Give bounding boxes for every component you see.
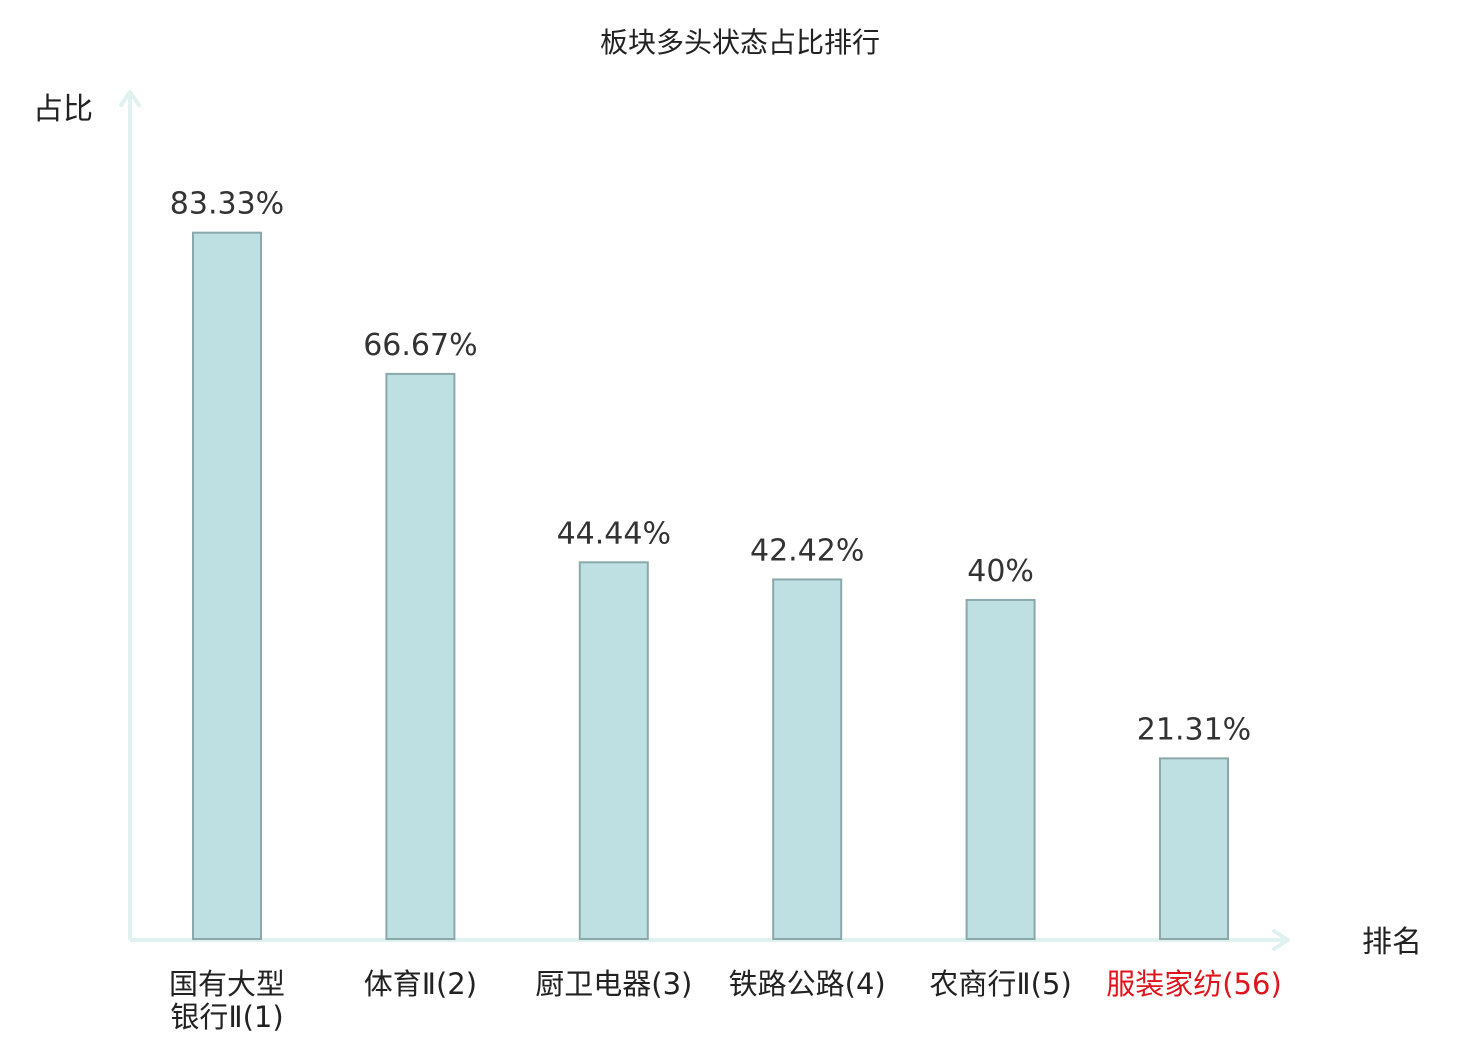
category-label-3: 厨卫电器(3)	[535, 967, 692, 1001]
bars	[192, 231, 1229, 941]
category-label-2: 体育Ⅱ(2)	[364, 967, 477, 1001]
bar-4	[772, 578, 843, 940]
category-label-6: 服装家纺(56)	[1106, 967, 1282, 1001]
value-label-3: 44.44%	[557, 516, 671, 551]
value-label-2: 66.67%	[363, 328, 477, 363]
value-labels: 83.33% 66.67% 44.44% 42.42% 40% 21.31%	[170, 187, 1251, 748]
value-label-4: 42.42%	[750, 533, 864, 568]
category-label-5: 农商行Ⅱ(5)	[929, 967, 1071, 1001]
x-axis-label: 排名	[1362, 925, 1422, 960]
axes	[119, 90, 1290, 951]
bar-3	[578, 561, 649, 940]
category-label-4: 铁路公路(4)	[729, 967, 886, 1001]
category-label-1-line-1: 国有大型	[169, 967, 285, 1001]
value-label-1: 83.33%	[170, 187, 284, 222]
category-label-1-line-2: 银行Ⅱ(1)	[170, 1000, 283, 1034]
bar-2	[385, 372, 456, 940]
chart-title: 板块多头状态占比排行	[600, 26, 880, 59]
bar-6	[1159, 757, 1229, 941]
y-axis-arrow	[119, 90, 141, 107]
y-axis-label: 占比	[33, 92, 93, 127]
x-axis-arrow	[1272, 929, 1290, 951]
value-label-5: 40%	[967, 554, 1034, 589]
bar-5	[965, 598, 1036, 941]
value-label-6: 21.31%	[1137, 712, 1251, 747]
bar-1	[192, 231, 262, 940]
